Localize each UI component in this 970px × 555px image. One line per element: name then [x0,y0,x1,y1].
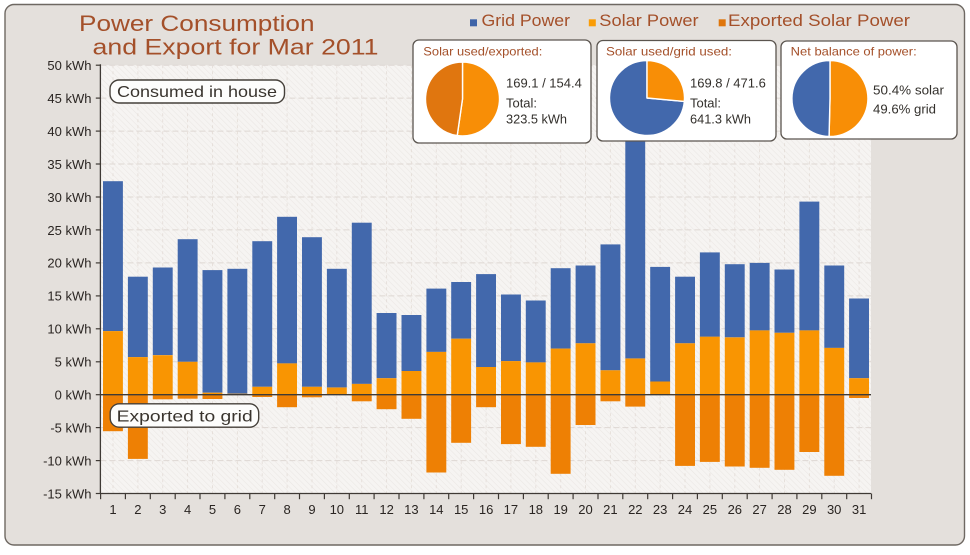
svg-text:Exported Solar Power: Exported Solar Power [728,12,911,30]
svg-text:35 kWh: 35 kWh [47,157,91,172]
svg-text:Grid Power: Grid Power [482,12,571,30]
svg-text:30: 30 [827,502,841,517]
svg-text:10 kWh: 10 kWh [47,322,91,337]
svg-text:20: 20 [578,502,592,517]
svg-text:30 kWh: 30 kWh [47,190,91,205]
svg-text:169.1 / 154.4: 169.1 / 154.4 [506,75,582,90]
svg-text:16: 16 [479,502,493,517]
svg-text:18: 18 [529,502,543,517]
svg-text:Power Consumption: Power Consumption [79,11,315,36]
svg-text:29: 29 [802,502,816,517]
svg-text:11: 11 [355,502,369,517]
svg-text:641.3 kWh: 641.3 kWh [690,111,751,126]
svg-text:5: 5 [209,502,216,517]
svg-text:28: 28 [777,502,791,517]
svg-text:Solar used/exported:: Solar used/exported: [423,44,542,58]
svg-text:40 kWh: 40 kWh [47,124,91,139]
svg-text:9: 9 [308,502,315,517]
svg-text:323.5 kWh: 323.5 kWh [506,111,567,126]
svg-text:15: 15 [454,502,468,517]
svg-text:-5 kWh: -5 kWh [50,420,91,435]
svg-text:19: 19 [553,502,567,517]
svg-text:Total:: Total: [506,96,537,111]
svg-text:8: 8 [283,502,290,517]
svg-text:-15 kWh: -15 kWh [43,486,91,501]
svg-text:25: 25 [703,502,717,517]
svg-text:14: 14 [429,502,443,517]
svg-text:22: 22 [628,502,642,517]
svg-text:10: 10 [330,502,344,517]
svg-text:15 kWh: 15 kWh [47,289,91,304]
svg-text:-10 kWh: -10 kWh [43,453,91,468]
svg-text:3: 3 [159,502,166,517]
svg-text:21: 21 [603,502,617,517]
svg-text:49.6% grid: 49.6% grid [873,102,936,117]
svg-text:6: 6 [234,502,241,517]
svg-text:23: 23 [653,502,667,517]
svg-text:12: 12 [379,502,393,517]
svg-text:7: 7 [259,502,266,517]
svg-text:27: 27 [752,502,766,517]
svg-text:5 kWh: 5 kWh [55,355,92,370]
svg-text:Net balance of power:: Net balance of power: [791,45,917,59]
svg-text:Exported to grid: Exported to grid [117,409,253,426]
svg-text:4: 4 [184,502,191,517]
svg-text:0 kWh: 0 kWh [55,388,92,403]
svg-text:31: 31 [852,502,866,517]
svg-text:17: 17 [504,502,518,517]
svg-text:1: 1 [109,502,116,517]
svg-text:Solar used/grid used:: Solar used/grid used: [606,44,732,58]
svg-text:24: 24 [678,502,692,517]
svg-text:50.4% solar: 50.4% solar [873,82,945,97]
svg-text:Solar Power: Solar Power [599,12,699,30]
svg-text:169.8 / 471.6: 169.8 / 471.6 [690,75,766,90]
svg-text:and Export for Mar 2011: and Export for Mar 2011 [93,35,379,60]
svg-text:Total:: Total: [690,96,721,111]
svg-text:2: 2 [134,502,141,517]
svg-text:20 kWh: 20 kWh [47,256,91,271]
svg-text:50 kWh: 50 kWh [47,58,91,73]
svg-text:13: 13 [404,502,418,517]
svg-text:Consumed in house: Consumed in house [117,84,277,101]
svg-text:45 kWh: 45 kWh [47,91,91,106]
svg-text:25 kWh: 25 kWh [47,223,91,238]
svg-text:26: 26 [728,502,742,517]
